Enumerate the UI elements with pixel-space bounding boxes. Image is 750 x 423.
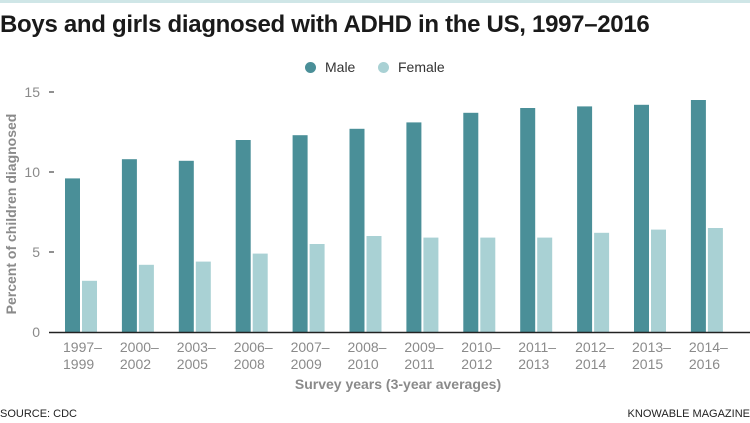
y-tick-label: 15: [24, 84, 40, 100]
bar-male: [178, 160, 194, 332]
legend-swatch-female: [378, 61, 389, 73]
bar-female: [594, 232, 610, 332]
bar-female: [537, 237, 553, 332]
bar-male: [463, 112, 479, 332]
x-tick-label-line: 2009: [291, 356, 322, 372]
x-tick-label-line: 2014: [575, 356, 606, 372]
bar-female: [138, 264, 154, 332]
x-tick-label-line: 2002: [120, 356, 151, 372]
bars: [65, 100, 723, 333]
bar-male: [349, 128, 365, 332]
x-tick-label-line: 2013–: [632, 339, 671, 355]
bar-female: [480, 237, 496, 332]
y-axis: 0 5 10 15: [24, 84, 54, 340]
y-tick-label: 10: [24, 164, 40, 180]
x-tick-label-line: 2003–: [177, 339, 216, 355]
x-tick-label: 2014– 2016: [689, 339, 728, 372]
x-tick-label-line: 2010: [348, 356, 379, 372]
x-tick-label-line: 2008–: [348, 339, 387, 355]
bar-male: [65, 178, 80, 332]
x-tick-label-line: 2000–: [120, 339, 159, 355]
y-tick-label: 0: [32, 324, 40, 340]
x-tick-label-line: 2016: [689, 356, 720, 372]
bar-male: [292, 135, 308, 332]
x-tick-label-line: 2007–: [291, 339, 330, 355]
bar-male: [121, 159, 137, 332]
legend-label-female: Female: [398, 59, 445, 75]
credit-note: KNOWABLE MAGAZINE: [627, 408, 750, 420]
x-tick-label-line: 2011: [404, 356, 434, 372]
bar-female: [195, 261, 211, 332]
x-tick-label-line: 2006–: [234, 339, 273, 355]
y-axis-title: Percent of children diagnosed: [3, 114, 19, 315]
x-tick-label-line: 1997–: [63, 339, 102, 355]
bar-female: [423, 237, 439, 332]
bar-female: [252, 253, 268, 332]
x-tick-label-line: 2009–: [404, 339, 443, 355]
x-tick-label-line: 2014–: [689, 339, 728, 355]
x-tick-label-line: 2008: [234, 356, 265, 372]
x-tick-label: 1997– 1999: [63, 339, 102, 372]
bar-female: [309, 244, 325, 332]
x-tick-label: 2008– 2010: [348, 339, 387, 372]
bar-female: [366, 236, 382, 332]
bar-male: [634, 104, 649, 332]
x-tick-label-line: 2012–: [575, 339, 614, 355]
bar-female: [82, 280, 97, 332]
x-tick-label-line: 1999: [63, 356, 94, 372]
bar-male: [406, 122, 422, 333]
legend-label-male: Male: [325, 59, 356, 75]
bar-male: [577, 106, 593, 333]
top-accent-bar: [0, 0, 750, 3]
x-tick-label: 2003– 2005: [177, 339, 216, 372]
x-axis: 1997– 1999 2000– 2002 2003– 2005 2006– 2008 2007…: [63, 339, 728, 372]
bar-male: [235, 140, 251, 332]
x-tick-label: 2009– 2011: [404, 339, 443, 372]
x-tick-label: 2000– 2002: [120, 339, 159, 372]
x-tick-label-line: 2010–: [461, 339, 500, 355]
bar-male: [690, 100, 706, 332]
x-axis-title: Survey years (3-year averages): [295, 376, 501, 392]
x-tick-label: 2007– 2009: [291, 339, 330, 372]
legend-item-female: Female: [378, 59, 445, 75]
x-tick-label-line: 2011–: [518, 339, 556, 355]
x-tick-label: 2010– 2012: [461, 339, 500, 372]
chart-title: Boys and girls diagnosed with ADHD in th…: [0, 11, 650, 38]
x-tick-label-line: 2012: [461, 356, 492, 372]
x-tick-label: 2006– 2008: [234, 339, 273, 372]
x-tick-label-line: 2015: [632, 356, 663, 372]
legend-item-male: Male: [305, 59, 355, 75]
y-tick-label: 5: [32, 244, 40, 260]
x-tick-label: 2012– 2014: [575, 339, 614, 372]
x-tick-label: 2011– 2013: [518, 339, 556, 372]
x-tick-label: 2013– 2015: [632, 339, 671, 372]
bar-female: [707, 228, 723, 332]
legend: Male Female: [0, 59, 750, 79]
legend-swatch-male: [305, 61, 316, 73]
bar-female: [651, 229, 666, 332]
bar-male: [520, 108, 536, 332]
x-tick-label-line: 2005: [177, 356, 208, 372]
x-tick-label-line: 2013: [518, 356, 549, 372]
source-note: SOURCE: CDC: [0, 408, 78, 420]
